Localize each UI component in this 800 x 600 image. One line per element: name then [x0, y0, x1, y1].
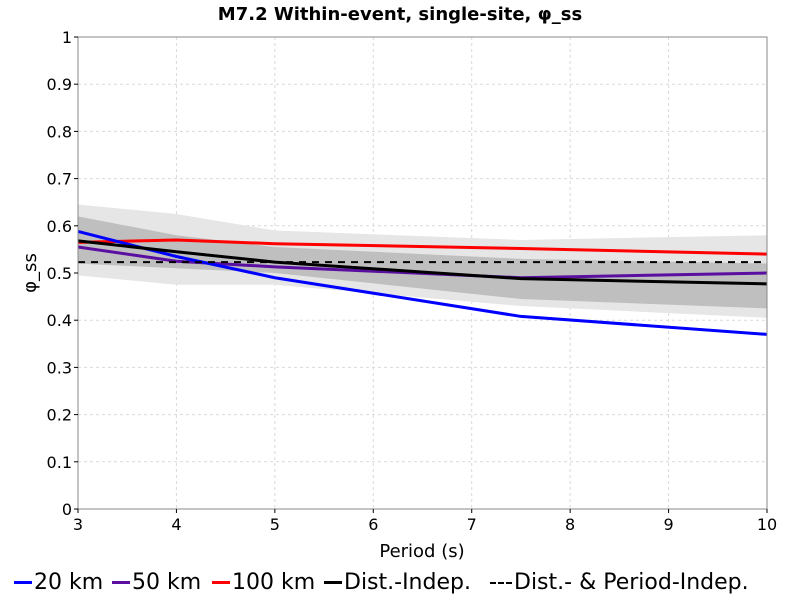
y-tick-label: 0.8: [47, 122, 72, 141]
x-tick-label: 4: [171, 515, 181, 534]
legend-label: Dist.-Indep.: [344, 570, 471, 595]
y-tick-label: 1: [62, 28, 72, 47]
y-tick-label: 0.9: [47, 75, 72, 94]
x-tick-label: 10: [757, 515, 777, 534]
x-tick-label: 5: [270, 515, 280, 534]
legend-swatch: [324, 581, 342, 584]
x-tick-label: 6: [368, 515, 378, 534]
y-axis-label: φ_ss: [20, 253, 41, 293]
x-tick-label: 9: [663, 515, 673, 534]
legend-swatch: [112, 581, 130, 584]
legend-item: Dist.- & Period-Indep.: [490, 570, 749, 595]
y-tick-label: 0.4: [47, 311, 72, 330]
legend-label: 100 km: [232, 570, 316, 595]
x-tick-label: 3: [73, 515, 83, 534]
legend-item: 50 km: [112, 570, 201, 595]
legend-label: 20 km: [34, 570, 104, 595]
y-tick-label: 0.5: [47, 264, 72, 283]
y-tick-label: 0.6: [47, 217, 72, 236]
y-tick-label: 0.3: [47, 358, 72, 377]
legend-swatch: [212, 581, 230, 584]
legend-swatch: [14, 581, 32, 584]
legend-item: 100 km: [212, 570, 315, 595]
legend-item: 20 km: [14, 570, 103, 595]
series-line-100-km: [77, 238, 768, 256]
legend-label: Dist.- & Period-Indep.: [514, 570, 749, 595]
y-tick-label: 0.2: [47, 406, 72, 425]
y-axis-ticks: 0 0.1 0.2 0.3 0.4 0.5 0.6 0.7 0.8 0.9 1: [47, 28, 78, 519]
series-line-50-km: [77, 245, 768, 280]
x-tick-label: 8: [565, 515, 575, 534]
legend-item: Dist.-Indep.: [324, 570, 471, 595]
chart-title: M7.2 Within-event, single-site, φ_ss: [218, 4, 582, 25]
legend: 20 km 50 km 100 km Dist.-Indep. Dist.- & Per…: [0, 568, 800, 600]
x-tick-label: 7: [467, 515, 477, 534]
legend-label: 50 km: [132, 570, 202, 595]
series-lines: [77, 230, 768, 336]
x-axis-ticks: 3 4 5 6 7 8 9 10: [73, 509, 777, 534]
legend-swatch: [490, 581, 512, 584]
y-tick-label: 0: [62, 500, 72, 519]
y-tick-label: 0.7: [47, 170, 72, 189]
x-axis-label: Period (s): [379, 541, 464, 562]
y-tick-label: 0.1: [47, 453, 72, 472]
